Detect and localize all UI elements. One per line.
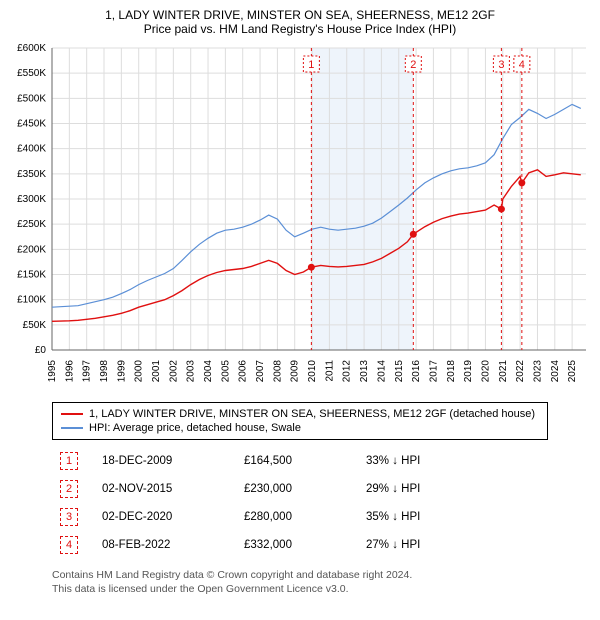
sale-date: 02-DEC-2020: [96, 504, 236, 530]
svg-text:2: 2: [410, 59, 416, 71]
svg-text:£450K: £450K: [17, 119, 46, 130]
svg-text:£200K: £200K: [17, 244, 46, 255]
sale-marker-box: 2: [60, 480, 78, 498]
svg-text:2020: 2020: [480, 360, 491, 383]
sale-date: 08-FEB-2022: [96, 532, 236, 558]
svg-text:2007: 2007: [255, 360, 266, 383]
svg-text:2004: 2004: [203, 360, 214, 383]
legend-label-hpi: HPI: Average price, detached house, Swal…: [89, 422, 301, 434]
svg-text:2000: 2000: [134, 360, 145, 383]
title-line-1: 1, LADY WINTER DRIVE, MINSTER ON SEA, SH…: [8, 8, 592, 22]
legend-label-property: 1, LADY WINTER DRIVE, MINSTER ON SEA, SH…: [89, 408, 535, 420]
legend-swatch-hpi: [61, 427, 83, 429]
svg-text:£500K: £500K: [17, 93, 46, 104]
svg-text:£50K: £50K: [23, 320, 47, 331]
sales-row: 2 02-NOV-2015£230,00029% ↓ HPI: [54, 476, 546, 502]
svg-text:£600K: £600K: [17, 43, 46, 54]
sale-delta: 35% ↓ HPI: [360, 504, 546, 530]
sale-marker-box: 3: [60, 508, 78, 526]
sales-table: 1 18-DEC-2009£164,50033% ↓ HPI 2 02-NOV-201…: [52, 446, 548, 560]
svg-text:2006: 2006: [238, 360, 249, 383]
arrow-down-icon: ↓: [392, 539, 398, 551]
chart-svg: £0 £50K £100K £150K £200K £250K £300K £350K £400…: [8, 42, 592, 392]
svg-text:2021: 2021: [498, 360, 509, 383]
svg-text:1995: 1995: [47, 360, 58, 383]
sale-price: £230,000: [238, 476, 358, 502]
svg-text:2013: 2013: [359, 360, 370, 383]
sale-marker-box: 1: [60, 452, 78, 470]
svg-text:1998: 1998: [99, 360, 110, 383]
sale-price: £164,500: [238, 448, 358, 474]
svg-text:2019: 2019: [463, 360, 474, 383]
arrow-down-icon: ↓: [392, 511, 398, 523]
svg-text:£550K: £550K: [17, 68, 46, 79]
legend-item-property: 1, LADY WINTER DRIVE, MINSTER ON SEA, SH…: [61, 407, 539, 421]
sales-row: 3 02-DEC-2020£280,00035% ↓ HPI: [54, 504, 546, 530]
svg-text:2008: 2008: [272, 360, 283, 383]
price-chart: £0 £50K £100K £150K £200K £250K £300K £350K £400…: [8, 42, 592, 392]
sale-marker-box: 4: [60, 536, 78, 554]
svg-text:1: 1: [308, 59, 314, 71]
footer-credit: Contains HM Land Registry data © Crown c…: [52, 568, 592, 596]
arrow-down-icon: ↓: [392, 455, 398, 467]
svg-text:1999: 1999: [116, 360, 127, 383]
svg-text:2003: 2003: [186, 360, 197, 383]
svg-text:£400K: £400K: [17, 144, 46, 155]
sale-delta: 29% ↓ HPI: [360, 476, 546, 502]
svg-text:3: 3: [498, 59, 504, 71]
svg-text:£350K: £350K: [17, 169, 46, 180]
svg-text:£100K: £100K: [17, 295, 46, 306]
svg-text:1996: 1996: [64, 360, 75, 383]
title-line-2: Price paid vs. HM Land Registry's House …: [8, 22, 592, 36]
svg-text:2017: 2017: [428, 360, 439, 383]
chart-title: 1, LADY WINTER DRIVE, MINSTER ON SEA, SH…: [8, 8, 592, 36]
svg-text:2015: 2015: [394, 360, 405, 383]
sale-price: £332,000: [238, 532, 358, 558]
svg-text:2014: 2014: [376, 360, 387, 383]
legend: 1, LADY WINTER DRIVE, MINSTER ON SEA, SH…: [52, 402, 548, 440]
svg-text:2011: 2011: [324, 360, 335, 382]
sale-delta: 33% ↓ HPI: [360, 448, 546, 474]
svg-text:2002: 2002: [168, 360, 179, 383]
svg-text:£150K: £150K: [17, 270, 46, 281]
svg-text:£250K: £250K: [17, 219, 46, 230]
arrow-down-icon: ↓: [392, 483, 398, 495]
svg-text:1997: 1997: [82, 360, 93, 383]
legend-swatch-property: [61, 413, 83, 415]
svg-text:2023: 2023: [532, 360, 543, 383]
svg-text:2009: 2009: [290, 360, 301, 383]
svg-text:2005: 2005: [220, 360, 231, 383]
svg-text:2018: 2018: [446, 360, 457, 383]
svg-text:2001: 2001: [151, 360, 162, 383]
svg-text:2012: 2012: [342, 360, 353, 383]
svg-text:2024: 2024: [550, 360, 561, 383]
sale-date: 02-NOV-2015: [96, 476, 236, 502]
svg-text:2010: 2010: [307, 360, 318, 383]
svg-text:4: 4: [519, 59, 525, 71]
svg-text:£0: £0: [35, 345, 47, 356]
legend-item-hpi: HPI: Average price, detached house, Swal…: [61, 421, 539, 435]
sales-row: 1 18-DEC-2009£164,50033% ↓ HPI: [54, 448, 546, 474]
footer-line-2: This data is licensed under the Open Gov…: [52, 582, 592, 596]
sale-delta: 27% ↓ HPI: [360, 532, 546, 558]
sale-date: 18-DEC-2009: [96, 448, 236, 474]
svg-text:2025: 2025: [567, 360, 578, 383]
svg-text:2022: 2022: [515, 360, 526, 383]
footer-line-1: Contains HM Land Registry data © Crown c…: [52, 568, 592, 582]
svg-text:£300K: £300K: [17, 194, 46, 205]
sales-row: 4 08-FEB-2022£332,00027% ↓ HPI: [54, 532, 546, 558]
sale-price: £280,000: [238, 504, 358, 530]
svg-text:2016: 2016: [411, 360, 422, 383]
